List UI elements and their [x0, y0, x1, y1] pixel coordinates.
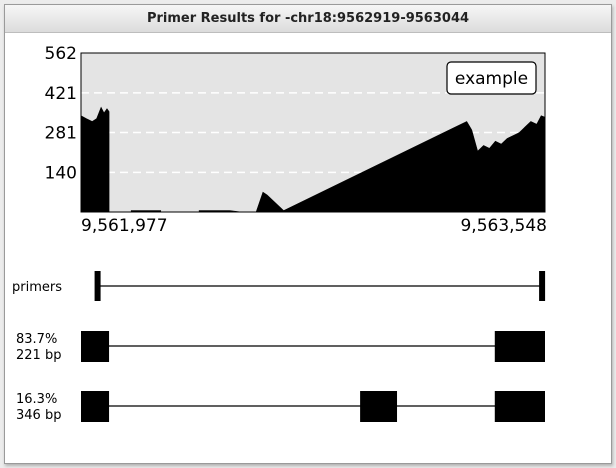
y-tick-label: 562: [45, 44, 77, 64]
y-tick-label: 281: [45, 124, 77, 144]
plot-frame: [80, 52, 546, 213]
coverage-chart: 140 281 421 562 9,561,977 9,563,548 example: [45, 44, 547, 236]
window-title: Primer Results for -chr18:9562919-956304…: [146, 11, 470, 26]
coverage-area: [80, 106, 546, 213]
legend: example: [446, 61, 537, 95]
primer-results-canvas: 140 281 421 562 9,561,977 9,563,548 example pr…: [12, 44, 547, 423]
product-segment: [360, 391, 398, 422]
legend-box: [446, 61, 537, 95]
title-bar[interactable]: Primer Results for -chr18:9562919-956304…: [5, 5, 611, 33]
primer-tracks: primers 83.7%221 bp 16.3%346 bp: [12, 271, 546, 423]
product-segment: [494, 331, 545, 362]
product-percent-label: 16.3%: [16, 392, 57, 407]
product-segment: [494, 391, 545, 422]
product-segment: [81, 331, 110, 362]
legend-label: example: [455, 69, 528, 89]
primer-results-window: Primer Results for -chr18:9562919-956304…: [4, 4, 612, 464]
reverse-primer-marker: [539, 271, 546, 301]
product-segment: [81, 391, 110, 422]
product-size-label: 346 bp: [16, 408, 61, 423]
product-track: 16.3%346 bp: [16, 391, 545, 423]
product-percent-label: 83.7%: [16, 332, 57, 347]
x-tick-label: 9,563,548: [460, 216, 547, 236]
product-size-label: 221 bp: [16, 348, 61, 363]
y-tick-label: 140: [45, 163, 77, 183]
forward-primer-marker: [94, 271, 101, 301]
primers-track: primers: [12, 271, 546, 301]
primers-label: primers: [12, 280, 62, 295]
y-tick-label: 421: [45, 84, 77, 104]
product-track: 83.7%221 bp: [16, 331, 545, 363]
x-tick-label: 9,561,977: [81, 216, 168, 236]
